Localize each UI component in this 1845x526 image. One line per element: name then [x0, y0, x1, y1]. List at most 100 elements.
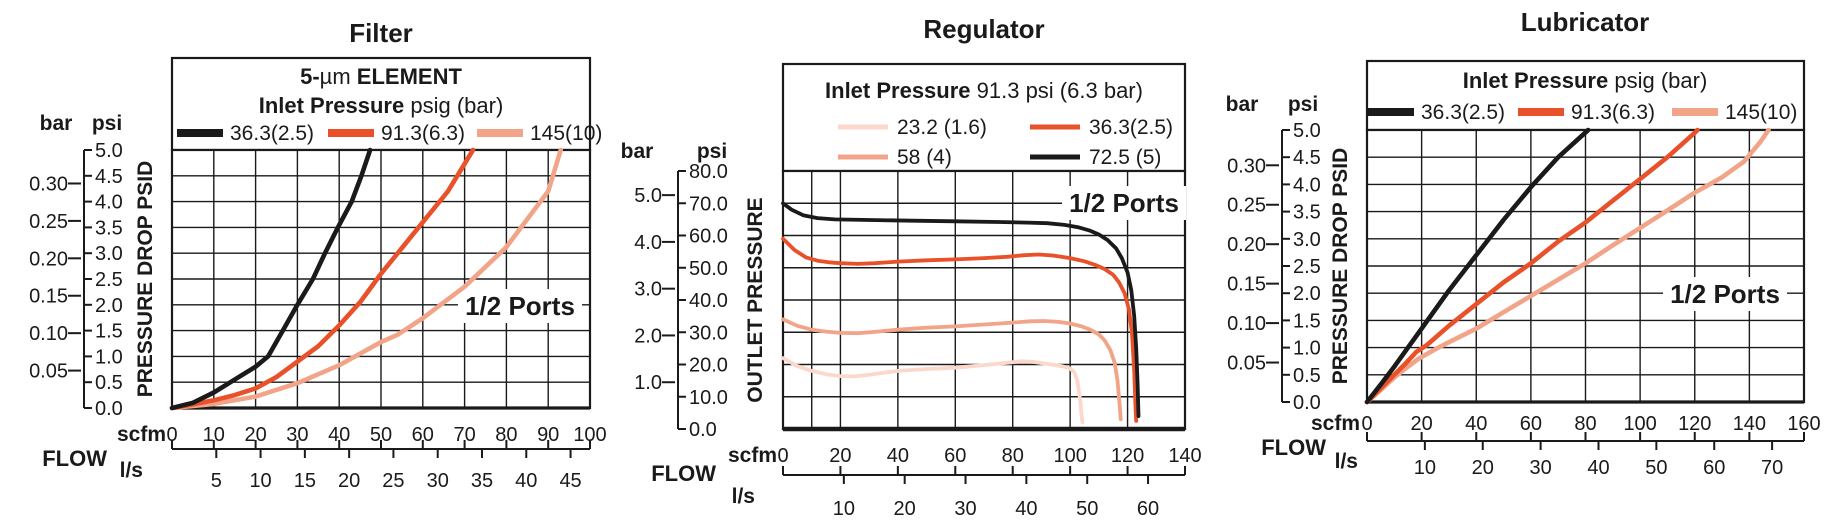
psi-tick-label: 2.5 [1293, 256, 1321, 278]
chart-lubricator: Lubricator Inlet Pressure psig (bar) 36.3(… [1226, 7, 1821, 479]
ls-tick-label: 10 [833, 498, 855, 520]
psi-tick-label: 3.0 [95, 243, 123, 265]
psi-tick-label: 1.0 [95, 346, 123, 368]
scfm-tick-label: 30 [286, 424, 308, 446]
legend-entry-label: 36.3(2.5) [1421, 101, 1505, 124]
annotation-backdrop [1663, 277, 1787, 311]
scfm-tick-label: 80 [1574, 413, 1596, 435]
legend-entry-label: 145(10) [530, 122, 602, 145]
psi-tick-label: 0.0 [95, 398, 123, 420]
bar-unit-header: bar [1226, 93, 1259, 116]
bar-unit-header: bar [621, 140, 654, 163]
psi-tick-label: 2.5 [95, 269, 123, 291]
scfm-tick-label: 60 [412, 424, 434, 446]
ls-tick-label: 60 [1137, 498, 1159, 520]
ls-tick-label: 40 [1015, 498, 1037, 520]
y-axis-title: PRESSURE DROP PSID [134, 161, 157, 398]
chart-title: Regulator [923, 14, 1044, 44]
scfm-tick-label: 60 [944, 445, 966, 467]
legend-swatch-salmon [1672, 108, 1718, 116]
bar-tick-label: 1.0 [634, 372, 662, 394]
psi-tick-label: 4.5 [95, 166, 123, 188]
ls-tick-label: 20 [894, 498, 916, 520]
psi-tick-label: 20.0 [689, 355, 728, 377]
series-curve-145-10- [1364, 127, 1771, 405]
ls-tick-label: 35 [471, 470, 493, 492]
scfm-tick-label: 120 [1111, 445, 1144, 467]
flow-axis-title: FLOW [651, 461, 716, 486]
ls-tick-label: 50 [1076, 498, 1098, 520]
psi-tick-label: 0.0 [1293, 392, 1321, 414]
series-curve-91.3-6.3- [1364, 127, 1700, 405]
psi-tick-label: 2.0 [1293, 283, 1321, 305]
ls-tick-label: 40 [515, 470, 537, 492]
port-size-annotation: 1/2 Ports [1670, 279, 1780, 309]
psi-tick-label: 2.0 [95, 295, 123, 317]
psi-tick-label: 0.5 [1293, 365, 1321, 387]
chart-filter: Filter 5-µm ELEMENT Inlet Pressure psig (b… [29, 18, 607, 492]
psi-tick-label: 10.0 [689, 387, 728, 409]
legend-swatch-black [1030, 154, 1080, 160]
bar-tick-label: 0.05 [1227, 353, 1266, 375]
psi-tick-label: 3.5 [1293, 202, 1321, 224]
legend-swatch-salmon [477, 129, 523, 137]
chart-title: Lubricator [1521, 7, 1650, 37]
bar-tick-label: 0.10 [29, 323, 68, 345]
psi-tick-label: 60.0 [689, 226, 728, 248]
ls-tick-label: 30 [427, 470, 449, 492]
psi-tick-label: 3.0 [1293, 229, 1321, 251]
legend-swatch-black [1368, 108, 1414, 116]
psi-tick-label: 0.5 [95, 372, 123, 394]
legend-entry-label: 72.5 (5) [1089, 146, 1161, 169]
bar-tick-label: 0.30 [1227, 155, 1266, 177]
annotation-backdrop [458, 289, 582, 323]
scfm-tick-label: 100 [1053, 445, 1086, 467]
bar-tick-label: 4.0 [634, 232, 662, 254]
ls-tick-label: 40 [1587, 457, 1609, 479]
psi-tick-label: 80.0 [689, 161, 728, 183]
scfm-tick-label: 100 [1623, 413, 1656, 435]
legend-entry-label: 36.3(2.5) [230, 122, 314, 145]
legend-entry-label: 58 (4) [897, 146, 952, 169]
psi-tick-label: 50.0 [689, 258, 728, 280]
ls-tick-label: 70 [1761, 457, 1783, 479]
series-curve-72.5-5- [781, 201, 1141, 418]
scfm-tick-label: 40 [1465, 413, 1487, 435]
ls-unit-label: l/s [732, 485, 755, 508]
legend-header: Inlet Pressure psig (bar) [259, 93, 504, 118]
ls-unit-label: l/s [120, 459, 143, 482]
psi-tick-label: 4.0 [1293, 174, 1321, 196]
legend-box [781, 62, 1187, 173]
scfm-tick-label: 10 [203, 424, 225, 446]
y-axis-title: PRESSURE DROP PSID [1329, 148, 1352, 385]
bar-tick-label: 0.10 [1227, 313, 1266, 335]
legend-header: Inlet Pressure psig (bar) [1463, 68, 1708, 93]
legend-swatch-orange [328, 129, 374, 137]
legend-entry-label: 145(10) [1725, 101, 1797, 124]
ls-tick-label: 5 [211, 470, 222, 492]
ls-tick-label: 25 [382, 470, 404, 492]
psi-tick-label: 0.0 [689, 419, 717, 441]
ls-tick-label: 45 [559, 470, 581, 492]
bar-tick-label: 2.0 [634, 325, 662, 347]
y-axis-title: OUTLET PRESSURE [744, 197, 767, 402]
ls-tick-label: 20 [338, 470, 360, 492]
flow-axis-title: FLOW [42, 446, 107, 471]
bar-tick-label: 5.0 [634, 185, 662, 207]
psi-unit-header: psi [697, 140, 727, 163]
psi-tick-label: 1.0 [1293, 338, 1321, 360]
ls-tick-label: 60 [1703, 457, 1725, 479]
scfm-tick-label: 120 [1678, 413, 1711, 435]
psi-tick-label: 1.5 [1293, 310, 1321, 332]
psi-unit-header: psi [92, 112, 122, 135]
chart-regulator: Regulator Inlet Pressure 91.3 psi (6.3 ba… [621, 14, 1202, 520]
port-size-annotation: 1/2 Ports [465, 291, 575, 321]
bar-tick-label: 0.30 [29, 173, 68, 195]
psi-tick-label: 4.0 [95, 192, 123, 214]
scfm-tick-label: 20 [1411, 413, 1433, 435]
legend-swatch-orange [1518, 108, 1564, 116]
series-curve-23.2-1.6- [781, 356, 1085, 425]
ls-tick-label: 20 [1472, 457, 1494, 479]
scfm-unit-label: scfm [728, 444, 777, 467]
